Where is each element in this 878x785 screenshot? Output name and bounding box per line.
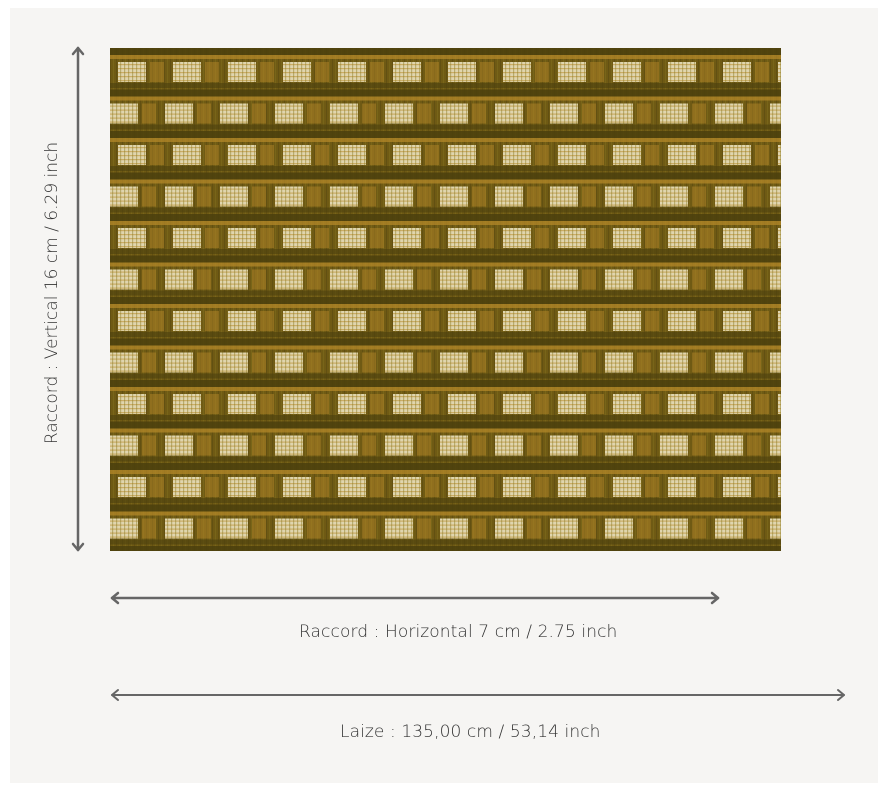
horizontal-repeat-arrow bbox=[110, 591, 720, 605]
vertical-repeat-label: Raccord : Vertical 16 cm / 6.29 inch bbox=[42, 141, 62, 445]
fabric-pattern bbox=[110, 48, 781, 551]
horizontal-repeat-label: Raccord : Horizontal 7 cm / 2.75 inch bbox=[299, 622, 618, 642]
width-label: Laize : 135,00 cm / 53,14 inch bbox=[340, 722, 601, 742]
fabric-swatch-image bbox=[110, 48, 781, 551]
vertical-repeat-arrow bbox=[71, 46, 85, 552]
width-arrow bbox=[111, 689, 845, 701]
